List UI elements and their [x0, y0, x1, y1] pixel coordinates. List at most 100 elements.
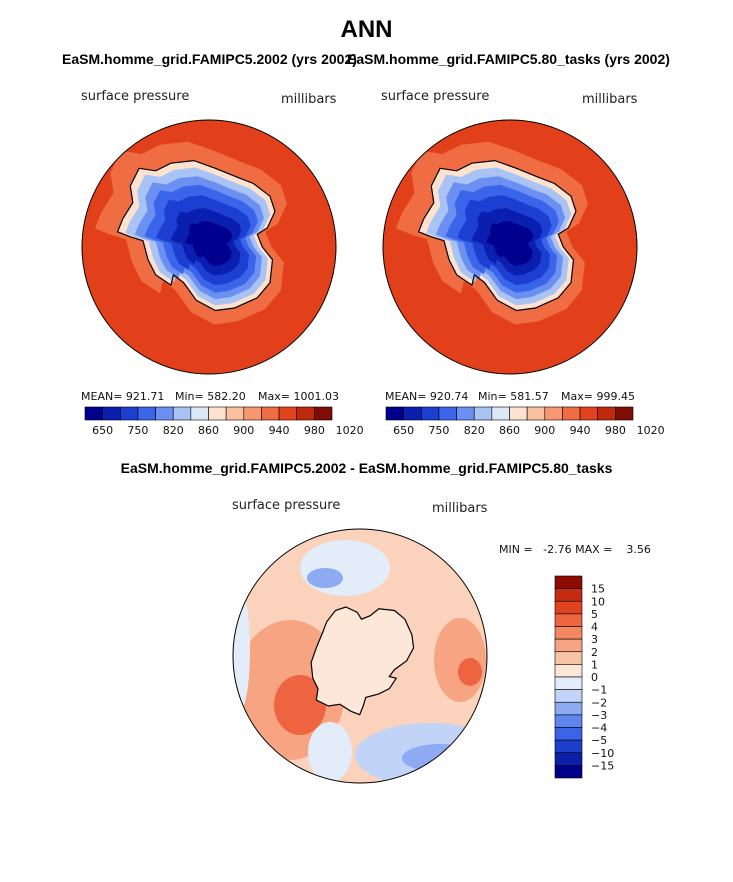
right-colorbar-tick-1: 750 — [428, 424, 449, 437]
diff-colorbar-label-6: 1 — [591, 658, 598, 671]
right-colorbar-box-4 — [456, 406, 475, 421]
diff-colorbar-box-12 — [554, 727, 583, 741]
right-colorbar-box-10 — [562, 406, 581, 421]
right-colorbar-box-7 — [509, 406, 528, 421]
left-map-border — [81, 119, 337, 375]
right-map-border — [382, 119, 638, 375]
right-max-stat: Max= 999.45 — [561, 390, 635, 403]
right-colorbar-box-9 — [544, 406, 563, 421]
right-variable-label: surface pressure — [381, 89, 490, 104]
right-coastline — [417, 159, 577, 312]
diff-colorbar-box-4 — [554, 626, 583, 640]
diff-minmax-stat: MIN = -2.76 MAX = 3.56 — [499, 543, 651, 556]
right-min-stat: Min= 581.57 — [478, 390, 549, 403]
right-map-layers — [383, 120, 637, 374]
diff-colorbar-label-1: 10 — [591, 595, 605, 608]
left-colorbar-box-12 — [296, 406, 315, 421]
diff-colorbar-box-1 — [554, 588, 583, 602]
left-colorbar-box-2 — [119, 406, 139, 421]
right-colorbar-box-13 — [615, 406, 634, 421]
right-colorbar-box-5 — [473, 406, 493, 421]
right-colorbar-tick-5: 940 — [570, 424, 591, 437]
diff-colorbar-box-15 — [554, 765, 583, 779]
left-colorbar-box-0 — [84, 406, 103, 421]
diff-colorbar-label-5: 2 — [591, 646, 598, 659]
diff-map-border — [232, 528, 488, 784]
diff-anomaly-region-9 — [308, 722, 352, 782]
left-colorbar-tick-1: 750 — [127, 424, 148, 437]
right-colorbar-box-0 — [385, 406, 404, 421]
diff-colorbar-box-0 — [554, 575, 583, 589]
diff-colorbar-label-10: −3 — [591, 709, 607, 722]
right-colorbar-box-3 — [438, 406, 457, 421]
right-colorbar-box-11 — [579, 406, 599, 421]
diff-anomaly-region-3 — [458, 658, 482, 686]
right-colorbar-box-6 — [491, 406, 510, 421]
left-variable-label: surface pressure — [81, 89, 190, 104]
left-colorbar-box-8 — [225, 406, 245, 421]
diff-colorbar-box-3 — [554, 613, 583, 627]
left-coastline — [116, 159, 276, 312]
diff-colorbar-box-7 — [554, 664, 583, 678]
diff-colorbar-label-0: 15 — [591, 583, 605, 596]
left-colorbar-box-10 — [261, 406, 280, 421]
left-colorbar-box-9 — [243, 406, 262, 421]
diff-colorbar-box-13 — [554, 739, 583, 754]
diff-colorbar-box-8 — [554, 676, 583, 690]
left-colorbar-box-6 — [190, 406, 209, 421]
diff-colorbar-label-2: 5 — [591, 608, 598, 621]
left-colorbar-box-7 — [208, 406, 227, 421]
left-map — [81, 119, 337, 375]
diff-colorbar-box-11 — [554, 714, 583, 728]
diff-colorbar-label-12: −5 — [591, 734, 607, 747]
diff-map-layers — [233, 529, 487, 783]
diff-colorbar-label-11: −4 — [591, 722, 607, 735]
left-units-label: millibars — [281, 92, 337, 107]
right-colorbar-tick-2: 820 — [464, 424, 485, 437]
left-colorbar-box-13 — [314, 406, 333, 421]
diff-colorbar-box-5 — [554, 638, 583, 653]
left-colorbar-box-4 — [155, 406, 174, 421]
diff-colorbar-label-7: 0 — [591, 671, 598, 684]
right-mean-stat: MEAN= 920.74 — [385, 390, 469, 403]
diff-colorbar-box-10 — [554, 701, 583, 716]
right-colorbar-box-2 — [420, 406, 440, 421]
diff-colorbar-label-9: −2 — [591, 696, 607, 709]
figure-title: ANN — [340, 16, 393, 43]
right-colorbar-tick-4: 900 — [534, 424, 555, 437]
diff-colorbar-label-14: −15 — [591, 759, 614, 772]
left-colorbar-tick-5: 940 — [269, 424, 290, 437]
diff-units-label: millibars — [432, 501, 488, 516]
right-panel-title: EaSM.homme_grid.FAMIPC5.80_tasks (yrs 20… — [347, 51, 670, 67]
left-colorbar-tick-0: 650 — [92, 424, 113, 437]
right-units-label: millibars — [582, 92, 638, 107]
diff-colorbar-box-14 — [554, 752, 583, 766]
left-colorbar-tick-3: 860 — [198, 424, 219, 437]
left-colorbar-box-3 — [137, 406, 156, 421]
left-mean-stat: MEAN= 921.71 — [81, 390, 165, 403]
left-colorbar-tick-2: 820 — [163, 424, 184, 437]
right-colorbar-tick-3: 860 — [499, 424, 520, 437]
diff-variable-label: surface pressure — [232, 498, 341, 513]
right-colorbar-box-1 — [403, 406, 422, 421]
diff-panel-title: EaSM.homme_grid.FAMIPC5.2002 - EaSM.homm… — [120, 460, 613, 476]
left-level-6 — [185, 221, 233, 267]
diff-colorbar-box-9 — [554, 689, 583, 703]
left-colorbar-box-1 — [102, 406, 121, 421]
diff-colorbar-label-3: 4 — [591, 621, 598, 634]
diff-anomaly-region-7 — [402, 744, 478, 772]
diff-colorbar-box-6 — [554, 651, 583, 665]
right-colorbar-tick-7: 1020 — [637, 424, 665, 437]
right-colorbar-box-8 — [526, 406, 546, 421]
diff-anomaly-region-1 — [274, 675, 326, 735]
right-map — [382, 119, 638, 375]
left-colorbar-tick-4: 900 — [233, 424, 254, 437]
left-panel-title: EaSM.homme_grid.FAMIPC5.2002 (yrs 2002) — [62, 51, 357, 67]
diff-anomaly-region-4 — [300, 540, 390, 596]
left-colorbar-box-11 — [278, 406, 298, 421]
right-colorbar-tick-6: 980 — [605, 424, 626, 437]
right-colorbar-box-12 — [597, 406, 616, 421]
diff-map — [232, 528, 488, 784]
left-colorbar-tick-6: 980 — [304, 424, 325, 437]
